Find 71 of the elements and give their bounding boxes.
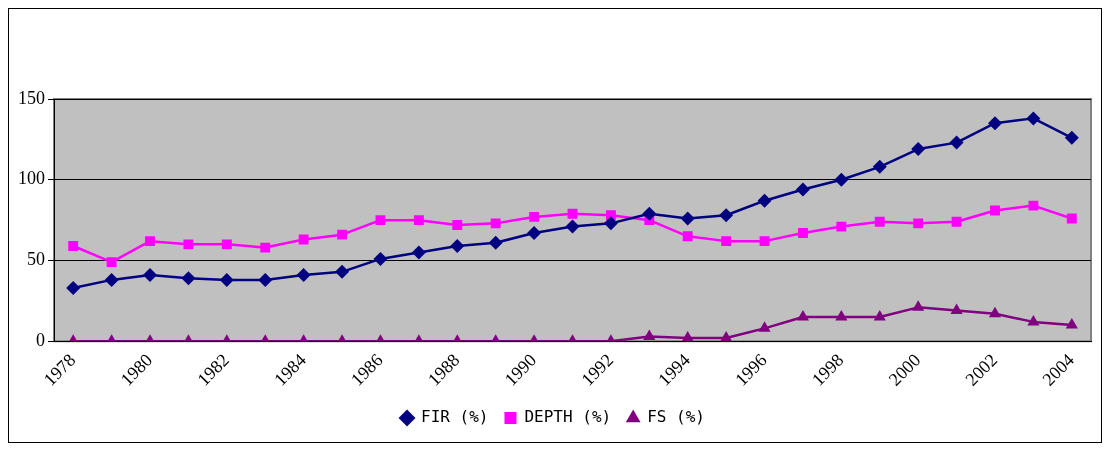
- point: [258, 272, 273, 287]
- point: [835, 310, 848, 321]
- y-tick-label: 100: [18, 168, 45, 189]
- point: [759, 236, 770, 247]
- point: [181, 271, 196, 286]
- point: [911, 142, 926, 157]
- point: [836, 221, 847, 232]
- point: [413, 215, 424, 226]
- point: [221, 239, 232, 250]
- point: [643, 329, 656, 340]
- point: [373, 251, 388, 266]
- point: [183, 239, 194, 250]
- point: [912, 300, 925, 311]
- point: [642, 206, 657, 221]
- point: [452, 220, 463, 230]
- point: [335, 264, 350, 279]
- point: [298, 234, 309, 245]
- point: [834, 172, 849, 187]
- point: [913, 218, 924, 229]
- point: [720, 331, 733, 342]
- point: [68, 241, 79, 251]
- legend-label: FS (%): [647, 407, 705, 427]
- point: [757, 193, 772, 208]
- point: [798, 228, 808, 239]
- point: [337, 229, 348, 240]
- point: [66, 280, 81, 295]
- point: [106, 257, 117, 268]
- y-tick-label: 50: [27, 249, 45, 270]
- point: [872, 159, 887, 174]
- point: [951, 216, 962, 227]
- point: [680, 211, 695, 226]
- point: [450, 238, 465, 253]
- point: [721, 236, 732, 247]
- point: [104, 272, 119, 287]
- point: [1026, 111, 1041, 126]
- point: [296, 268, 311, 283]
- point: [682, 231, 693, 242]
- point: [681, 331, 694, 342]
- point: [1028, 200, 1039, 211]
- point: [1064, 130, 1079, 145]
- point: [375, 215, 386, 226]
- point: [219, 272, 234, 287]
- point: [529, 211, 540, 222]
- point: [758, 321, 771, 332]
- point: [603, 216, 618, 231]
- point: [988, 306, 1002, 318]
- point: [796, 310, 810, 321]
- y-tick-label: 0: [36, 330, 45, 351]
- point: [1027, 314, 1040, 326]
- point: [490, 218, 501, 229]
- point: [873, 310, 886, 321]
- point: [949, 135, 964, 150]
- point: [567, 208, 578, 219]
- y-tick-label: 150: [18, 87, 45, 108]
- point: [411, 245, 426, 260]
- legend-label: FIR (%): [421, 407, 489, 427]
- point: [990, 205, 1000, 216]
- point: [1065, 318, 1078, 329]
- point: [260, 242, 271, 253]
- point: [565, 219, 580, 234]
- legend-label: DEPTH (%): [524, 407, 612, 427]
- point: [143, 268, 158, 283]
- point: [145, 236, 155, 247]
- point: [527, 226, 542, 241]
- point: [950, 303, 963, 315]
- point: [874, 216, 885, 227]
- point: [987, 116, 1002, 131]
- point: [488, 235, 503, 250]
- point: [719, 208, 734, 223]
- point: [795, 182, 810, 197]
- point: [1066, 213, 1077, 224]
